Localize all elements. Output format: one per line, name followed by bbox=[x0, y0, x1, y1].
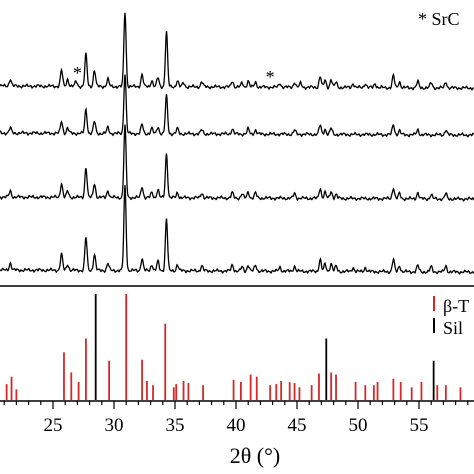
x-tick-label: 40 bbox=[227, 415, 246, 436]
beta-legend-label: β-T bbox=[443, 296, 469, 316]
srco3-markers: * * bbox=[73, 63, 275, 87]
xrd-pattern-4 bbox=[0, 185, 474, 275]
x-tick-label: 55 bbox=[410, 415, 429, 436]
xrd-pattern-2 bbox=[0, 74, 474, 138]
x-tick-label: 50 bbox=[349, 415, 368, 436]
srco3-legend-label: * SrC bbox=[418, 9, 460, 29]
srco3-marker: * bbox=[73, 63, 82, 83]
x-tick-label: 45 bbox=[288, 415, 307, 436]
sil-legend-label: Sil bbox=[443, 318, 463, 338]
x-axis-ticks: 25 30 35 40 45 50 55 bbox=[3, 401, 469, 436]
reference-legend: β-T Sil bbox=[433, 296, 469, 338]
xrd-pattern-3 bbox=[0, 124, 474, 202]
x-axis-title: 2θ (°) bbox=[230, 443, 281, 468]
xrd-pattern-1 bbox=[0, 12, 474, 91]
xrd-patterns bbox=[0, 12, 474, 275]
x-tick-label: 25 bbox=[44, 415, 63, 436]
reference-sticks bbox=[5, 294, 462, 400]
srco3-marker: * bbox=[266, 67, 275, 87]
x-tick-label: 35 bbox=[166, 415, 185, 436]
x-tick-label: 30 bbox=[105, 415, 124, 436]
